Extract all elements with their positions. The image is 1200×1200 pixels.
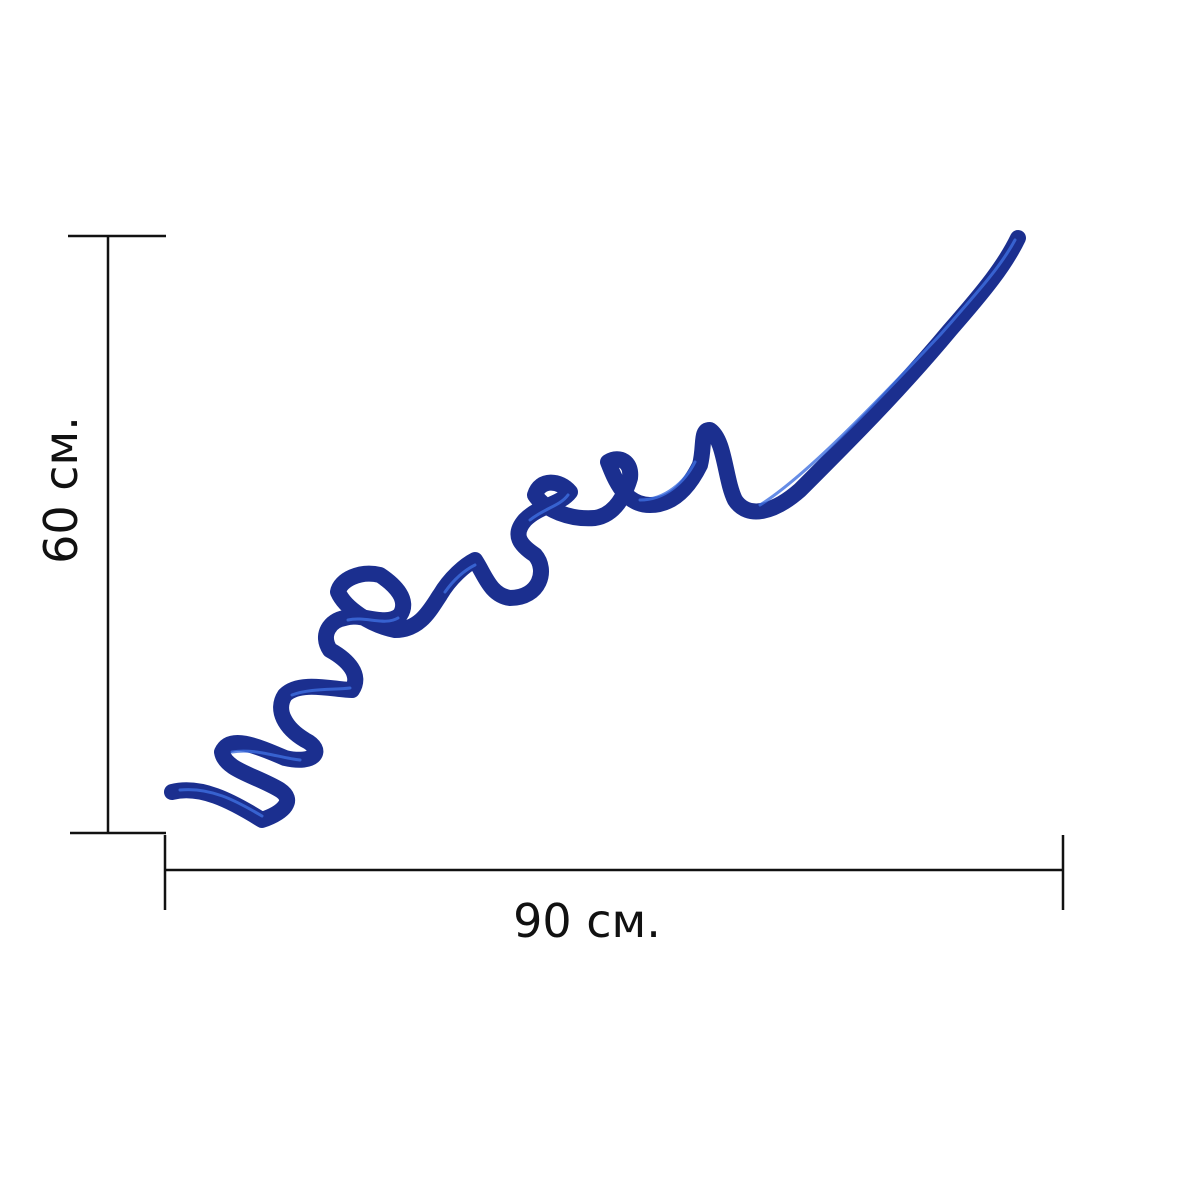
ribbon [164, 230, 1026, 828]
width-label: 90 см. [513, 894, 661, 948]
ribbon-highlight [178, 238, 1017, 818]
height-dimension [68, 234, 166, 835]
height-label: 60 см. [34, 416, 88, 564]
width-dimension [163, 835, 1065, 910]
ribbon-body [164, 230, 1026, 828]
